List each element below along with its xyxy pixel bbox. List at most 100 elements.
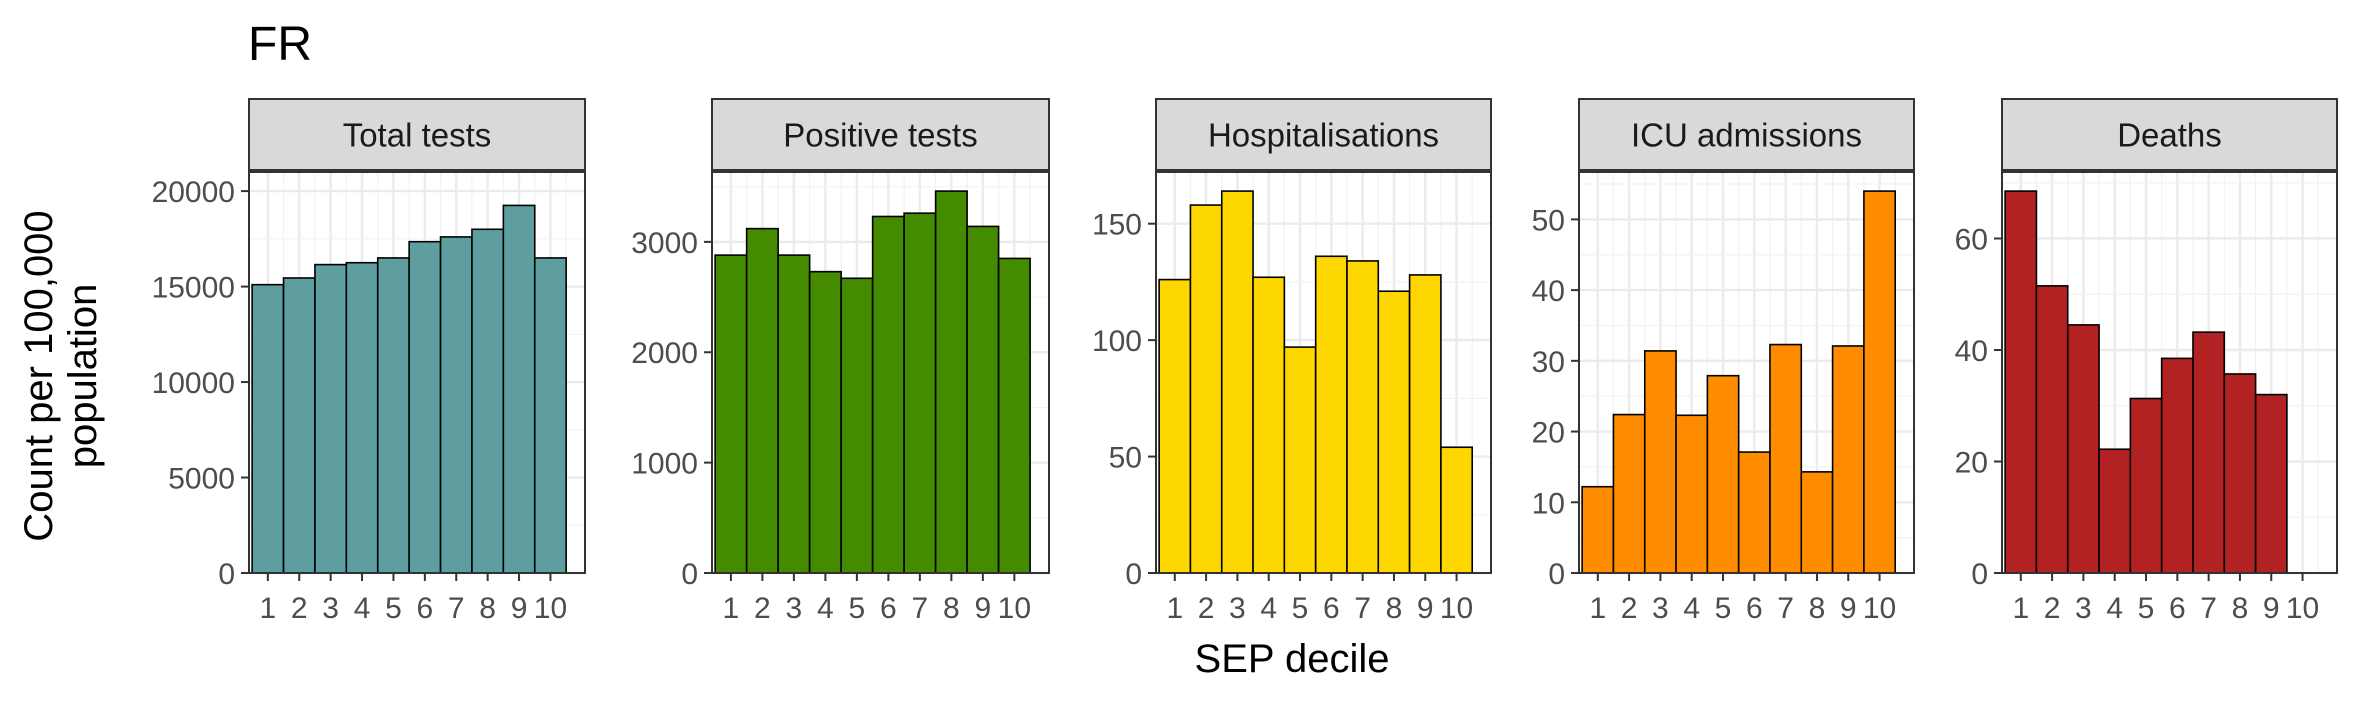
- x-tick-label: 1: [259, 592, 276, 625]
- bar: [1769, 343, 1803, 574]
- y-tick-label: 0: [218, 558, 235, 591]
- bar: [376, 257, 410, 574]
- facet-strip-label: Total tests: [343, 117, 492, 154]
- panel-border: [248, 171, 586, 574]
- panel-hospitalisations: Hospitalisations 0 50 100 150 1 2 3 4 5 6 7 8 9 10: [1092, 98, 1492, 625]
- facet-strip: [248, 98, 586, 171]
- facet-strip-label: Positive tests: [783, 117, 977, 154]
- x-tick-label: 9: [975, 592, 992, 625]
- y-tick-label: 2000: [631, 337, 698, 370]
- x-tick-label: 2: [291, 592, 308, 625]
- x-tick-label: 5: [2138, 592, 2155, 625]
- x-tick-label: 1: [2012, 592, 2029, 625]
- bar: [745, 227, 779, 574]
- panel-total-tests: Total tests 0 5000 10000 15000 20000 1 2 3 4 5 6 7 8 9…: [152, 98, 586, 625]
- x-tick-label: 4: [354, 592, 371, 625]
- x-tick-label: 7: [1777, 592, 1794, 625]
- y-tick-label: 0: [1125, 558, 1142, 591]
- y-tick-label: 15000: [152, 272, 235, 305]
- x-tick-label: 6: [1746, 592, 1763, 625]
- bar: [934, 190, 968, 574]
- bar: [439, 236, 473, 574]
- y-tick-label: 40: [1955, 335, 1988, 368]
- y-tick-label: 50: [1109, 442, 1142, 475]
- bar: [1675, 414, 1709, 574]
- bar: [282, 277, 316, 574]
- x-tick-label: 8: [479, 592, 496, 625]
- x-tick-label: 7: [1354, 592, 1371, 625]
- x-tick-label: 9: [1840, 592, 1857, 625]
- bar: [1189, 204, 1223, 574]
- bar: [1581, 485, 1615, 574]
- x-tick-label: 3: [786, 592, 803, 625]
- y-tick-label: 0: [1548, 558, 1565, 591]
- x-tick-label: 2: [754, 592, 771, 625]
- bar: [1440, 446, 1474, 574]
- bar: [714, 254, 748, 574]
- y-tick-label: 0: [681, 558, 698, 591]
- x-tick-label: 7: [448, 592, 465, 625]
- y-tick-label: 10000: [152, 367, 235, 400]
- facet-strip-label: Hospitalisations: [1208, 117, 1439, 154]
- y-tick-label: 20: [1532, 417, 1565, 450]
- x-tick-label: 9: [511, 592, 528, 625]
- y-tick-label: 50: [1532, 204, 1565, 237]
- y-tick-label: 1000: [631, 448, 698, 481]
- facet-strip-label: Deaths: [2117, 117, 2222, 154]
- panel-border: [711, 171, 1050, 574]
- bar: [251, 283, 285, 574]
- x-tick-label: 7: [2200, 592, 2217, 625]
- x-tick-label: 10: [998, 592, 1031, 625]
- bar: [1800, 471, 1834, 574]
- x-tick-label: 3: [1652, 592, 1669, 625]
- bar: [2223, 373, 2257, 574]
- bar: [2254, 393, 2288, 574]
- bar: [408, 240, 442, 574]
- x-tick-label: 6: [417, 592, 434, 625]
- bar: [533, 257, 567, 574]
- bar: [2160, 357, 2194, 574]
- bar: [471, 228, 505, 574]
- bar: [1831, 345, 1865, 574]
- y-tick-label: 5000: [168, 463, 235, 496]
- x-tick-label: 4: [1683, 592, 1700, 625]
- bar: [1408, 274, 1442, 574]
- x-tick-label: 4: [817, 592, 834, 625]
- bar: [871, 215, 905, 574]
- panel-border: [1155, 171, 1492, 574]
- bar: [2066, 324, 2100, 574]
- y-tick-label: 3000: [631, 227, 698, 260]
- facet-strip: [711, 98, 1050, 171]
- bar: [777, 254, 811, 574]
- x-tick-label: 2: [2044, 592, 2061, 625]
- x-tick-label: 1: [1589, 592, 1606, 625]
- x-tick-label: 9: [1417, 592, 1434, 625]
- bar: [2098, 448, 2132, 574]
- bar: [2004, 190, 2038, 574]
- panel-border: [2001, 171, 2338, 574]
- facet-strip: [2001, 98, 2338, 171]
- bar: [1706, 374, 1740, 574]
- bar: [1314, 255, 1348, 574]
- x-tick-label: 10: [1440, 592, 1473, 625]
- y-tick-label: 0: [1971, 558, 1988, 591]
- bar: [2192, 331, 2226, 574]
- bar: [997, 257, 1031, 574]
- x-tick-label: 3: [322, 592, 339, 625]
- figure-title: FR: [248, 18, 312, 71]
- bar: [1158, 278, 1192, 574]
- bar: [966, 225, 1000, 574]
- x-tick-label: 4: [1260, 592, 1277, 625]
- y-tick-label: 20000: [152, 176, 235, 209]
- bar: [1612, 413, 1646, 574]
- x-tick-label: 2: [1198, 592, 1215, 625]
- x-tick-label: 7: [912, 592, 929, 625]
- bar: [1252, 276, 1286, 574]
- y-tick-label: 150: [1092, 209, 1142, 242]
- x-tick-label: 9: [2263, 592, 2280, 625]
- bar: [345, 261, 379, 574]
